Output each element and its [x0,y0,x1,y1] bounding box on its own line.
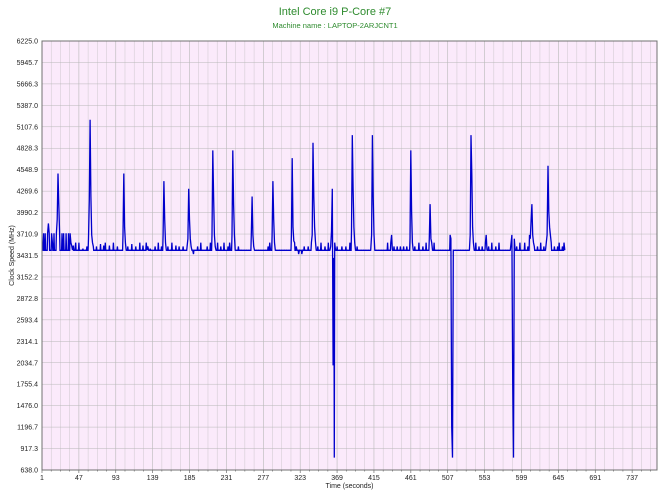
y-tick-label: 4269.6 [17,189,39,196]
y-axis-label: Clock Speed (MHz) [9,225,16,286]
y-tick-label: 2593.4 [17,317,39,324]
y-tick-label: 5666.3 [17,81,39,88]
y-tick-label: 4828.3 [17,146,39,153]
x-tick-label: 231 [221,475,233,482]
y-tick-label: 4548.9 [17,167,39,174]
x-axis-label: Time (seconds) [326,483,374,490]
y-tick-label: 2872.8 [17,296,39,303]
x-tick-label: 369 [331,475,343,482]
chart-subtitle: Machine name : LAPTOP-2ARJCNT1 [272,21,397,30]
x-tick-label: 415 [368,475,380,482]
x-axis-ticks: 1 47 93 139 185 231 277 323 369 415 461 507 553 599 64… [40,470,651,482]
y-tick-label: 3710.9 [17,232,39,239]
x-tick-label: 461 [405,475,417,482]
x-tick-label: 553 [479,475,491,482]
x-tick-label: 185 [184,475,196,482]
y-tick-label: 3431.5 [17,253,39,260]
y-tick-label: 6225.0 [17,39,39,46]
y-axis-ticks: 6225.0 5945.7 5666.3 5387.0 5107.6 4828.3 4548… [17,39,39,475]
y-tick-label: 2034.7 [17,360,39,367]
y-tick-label: 1755.4 [17,382,39,389]
x-tick-label: 691 [589,475,601,482]
x-tick-label: 645 [553,475,565,482]
x-tick-label: 599 [516,475,528,482]
y-tick-label: 638.0 [20,468,38,475]
y-tick-label: 5387.0 [17,103,39,110]
y-tick-label: 2314.1 [17,339,39,346]
y-tick-label: 917.3 [20,446,38,453]
x-tick-label: 93 [112,475,120,482]
plot-frame [41,40,658,471]
x-tick-label: 277 [257,475,269,482]
y-tick-label: 1476.0 [17,403,39,410]
y-tick-label: 1196.7 [17,425,38,432]
y-tick-label: 3152.2 [17,274,39,281]
x-tick-label: 47 [75,475,83,482]
x-tick-label: 323 [294,475,306,482]
chart-title: Intel Core i9 P-Core #7 [279,6,392,18]
y-tick-label: 5945.7 [17,60,39,67]
grid-lines [41,40,657,471]
series-line-clock-speed [42,119,566,458]
x-tick-label: 737 [626,475,638,482]
y-tick-label: 5107.6 [17,124,39,131]
y-tick-label: 3990.2 [17,210,39,217]
x-tick-label: 1 [40,475,44,482]
x-tick-label: 507 [442,475,454,482]
x-tick-label: 139 [147,475,159,482]
